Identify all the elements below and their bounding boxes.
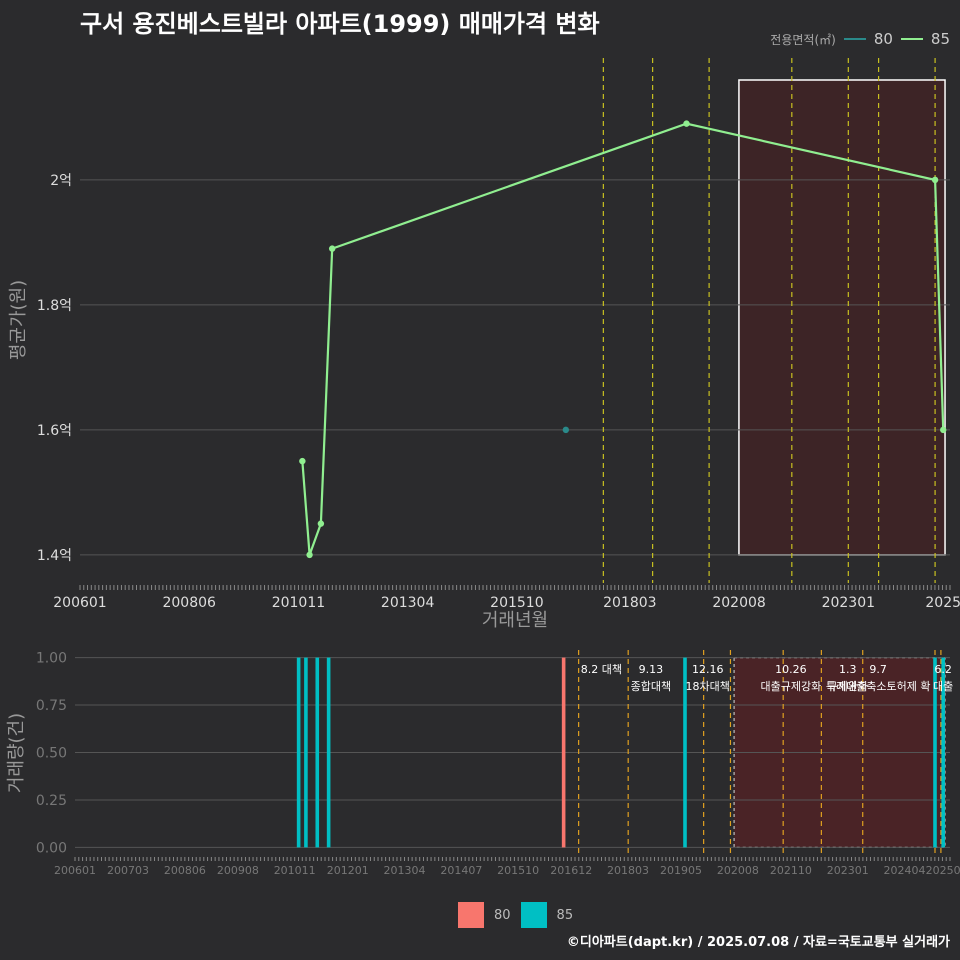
- footer-credit: ©디아파트(dapt.kr) / 2025.07.08 / 자료=국토교통부 실…: [566, 935, 950, 950]
- legend-label-80: 80: [873, 30, 893, 48]
- x-tick-label: 200601: [53, 595, 106, 611]
- bar-x-tick-label: 202110: [770, 864, 812, 877]
- bar-85: [326, 657, 331, 848]
- y-tick-label: 1.6억: [37, 423, 72, 439]
- data-point-85: [940, 426, 947, 434]
- data-point-85: [683, 120, 690, 127]
- highlight-region: [738, 79, 946, 556]
- bar-85: [315, 657, 320, 848]
- bar-80: [561, 657, 566, 848]
- bar-x-tick-label: 201201: [327, 864, 369, 877]
- legend-label-85: 85: [930, 30, 950, 48]
- legend-swatch-85: [900, 38, 923, 40]
- legend: 전용면적(㎡) 80 85: [770, 30, 950, 48]
- bar-x-tick-label: 202008: [717, 864, 759, 877]
- policy-name-label: 종합대책: [631, 680, 671, 693]
- bar-85: [304, 657, 308, 848]
- bar-x-tick-label: 20250: [926, 864, 960, 877]
- bar-85: [933, 657, 937, 848]
- y-tick-label: 2억: [50, 173, 72, 189]
- x-axis-title: 거래년월: [482, 610, 548, 631]
- bar-y-axis-title: 거래량(건): [6, 713, 27, 793]
- bar-x-tick-label: 201510: [497, 864, 539, 877]
- bar-legend-label-80: 80: [494, 907, 511, 923]
- policy-date-label: 9.7: [869, 663, 887, 676]
- policy-name-label: 규제완화: [827, 680, 867, 693]
- x-tick-label: 202301: [822, 595, 875, 611]
- x-tick-label: 201510: [490, 595, 543, 611]
- bar-85: [296, 657, 301, 848]
- bar-y-tick-label: 0.50: [36, 746, 67, 762]
- x-tick-label: 201803: [603, 595, 656, 611]
- bar-x-tick-label: 201612: [550, 864, 592, 877]
- x-tick-label: 200806: [162, 595, 216, 611]
- bar-x-tick-label: 201304: [384, 864, 426, 877]
- y-tick-label: 1.8억: [37, 298, 72, 314]
- bar-legend-label-85: 85: [556, 907, 574, 923]
- data-point-85: [328, 245, 336, 252]
- bar-x-tick-label: 200601: [54, 864, 96, 877]
- bar-85: [683, 657, 687, 848]
- policy-name-label: 특례대출축소토허제 확: [826, 680, 931, 693]
- policy-date-label: 6.2: [934, 663, 952, 676]
- policy-date-label: 10.26: [775, 663, 807, 676]
- bar-legend: 80 85: [458, 902, 573, 928]
- data-point-80: [562, 426, 570, 434]
- bar-x-tick-label: 201011: [274, 864, 316, 877]
- bar-y-tick-label: 1.00: [36, 651, 67, 667]
- bar-x-tick-label: 200908: [217, 864, 259, 877]
- bar-legend-swatch-85: [520, 902, 547, 928]
- bar-y-tick-label: 0.25: [36, 793, 67, 809]
- policy-date-label: 9.13: [639, 663, 664, 676]
- bar-x-tick-label: 200703: [107, 864, 149, 877]
- bar-x-tick-label: 202301: [827, 864, 869, 877]
- legend-swatch-80: [843, 38, 866, 40]
- data-point-85: [317, 520, 325, 527]
- chart-title: 구서 용진베스트빌라 아파트(1999) 매매가격 변화: [80, 10, 600, 38]
- y-axis-title: 평균가(원): [8, 280, 29, 360]
- bar-x-tick-label: 202404: [884, 864, 926, 877]
- policy-name-label: 대출규제강화: [761, 680, 822, 693]
- bar-y-tick-label: 0.75: [36, 698, 67, 714]
- policy-date-label: 8.2 대책: [581, 663, 622, 676]
- bar-x-tick-label: 201803: [607, 864, 649, 877]
- policy-date-label: 12.16: [692, 663, 724, 676]
- data-point-85: [306, 551, 313, 559]
- bar-x-tick-label: 201905: [660, 864, 702, 877]
- x-tick-label: 202008: [712, 595, 765, 611]
- x-tick-label: 2025: [925, 595, 960, 611]
- policy-name-label: 18차대책: [686, 680, 730, 693]
- data-point-85: [299, 457, 306, 465]
- bar-legend-swatch-80: [458, 902, 484, 928]
- legend-title: 전용면적(㎡): [770, 32, 836, 47]
- bar-x-tick-label: 201407: [440, 864, 482, 877]
- data-point-85: [931, 176, 939, 184]
- bar-x-tick-label: 200806: [164, 864, 206, 877]
- bar-y-tick-label: 0.00: [36, 840, 67, 856]
- x-tick-label: 201304: [381, 595, 435, 611]
- x-tick-label: 201011: [272, 595, 325, 611]
- bar-85: [941, 657, 945, 848]
- policy-date-label: 1.3: [839, 663, 857, 676]
- y-tick-label: 1.4억: [37, 548, 72, 564]
- policy-name-label: 대출: [933, 680, 953, 693]
